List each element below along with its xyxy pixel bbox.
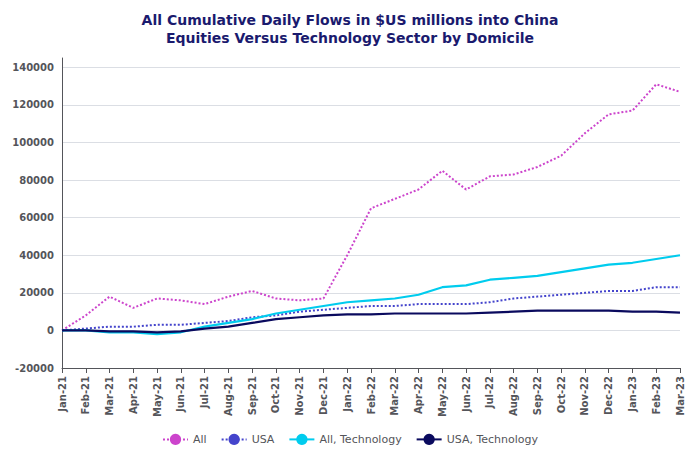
svg-text:May-21: May-21 bbox=[152, 376, 163, 417]
svg-text:Feb-23: Feb-23 bbox=[651, 376, 662, 414]
svg-text:Jul-21: Jul-21 bbox=[199, 376, 210, 409]
svg-text:Aug-22: Aug-22 bbox=[508, 376, 519, 416]
svg-text:Mar-21: Mar-21 bbox=[104, 376, 115, 416]
svg-text:40000: 40000 bbox=[19, 250, 54, 261]
svg-text:0: 0 bbox=[47, 325, 54, 336]
svg-text:140000: 140000 bbox=[12, 62, 54, 73]
svg-text:All: All bbox=[193, 433, 207, 446]
svg-text:Aug-21: Aug-21 bbox=[223, 376, 234, 416]
svg-text:120000: 120000 bbox=[12, 99, 54, 110]
svg-text:Dec-21: Dec-21 bbox=[318, 376, 329, 415]
svg-text:Apr-22: Apr-22 bbox=[413, 376, 424, 414]
svg-text:All Cumulative Daily Flows in: All Cumulative Daily Flows in $US millio… bbox=[142, 12, 559, 28]
svg-text:20000: 20000 bbox=[19, 287, 54, 298]
svg-text:May-22: May-22 bbox=[437, 376, 448, 417]
svg-text:Jan-21: Jan-21 bbox=[57, 376, 68, 413]
svg-text:100000: 100000 bbox=[12, 137, 54, 148]
svg-text:Sep-22: Sep-22 bbox=[532, 376, 543, 415]
svg-text:Jun-22: Jun-22 bbox=[461, 376, 472, 413]
svg-text:USA: USA bbox=[252, 433, 275, 446]
svg-text:Jan-22: Jan-22 bbox=[342, 376, 353, 413]
svg-text:Nov-22: Nov-22 bbox=[579, 376, 590, 416]
svg-text:60000: 60000 bbox=[19, 212, 54, 223]
svg-text:Nov-21: Nov-21 bbox=[294, 376, 305, 416]
svg-text:Feb-21: Feb-21 bbox=[80, 376, 91, 414]
svg-text:Jun-21: Jun-21 bbox=[175, 376, 186, 413]
svg-text:Oct-21: Oct-21 bbox=[270, 376, 281, 413]
svg-text:-20000: -20000 bbox=[15, 363, 54, 374]
svg-text:USA, Technology: USA, Technology bbox=[447, 433, 539, 446]
svg-text:Feb-22: Feb-22 bbox=[366, 376, 377, 414]
svg-text:Oct-22: Oct-22 bbox=[556, 376, 567, 413]
svg-text:Equities Versus Technology Sec: Equities Versus Technology Sector by Dom… bbox=[166, 30, 534, 46]
svg-text:All, Technology: All, Technology bbox=[319, 433, 402, 446]
svg-text:Jan-23: Jan-23 bbox=[627, 376, 638, 413]
svg-text:Dec-22: Dec-22 bbox=[603, 376, 614, 415]
svg-text:Mar-22: Mar-22 bbox=[389, 376, 400, 416]
svg-text:Jul-22: Jul-22 bbox=[484, 376, 495, 409]
svg-text:Sep-21: Sep-21 bbox=[247, 376, 258, 415]
svg-text:Apr-21: Apr-21 bbox=[128, 376, 139, 414]
svg-text:Mar-23: Mar-23 bbox=[675, 376, 686, 416]
svg-text:80000: 80000 bbox=[19, 175, 54, 186]
